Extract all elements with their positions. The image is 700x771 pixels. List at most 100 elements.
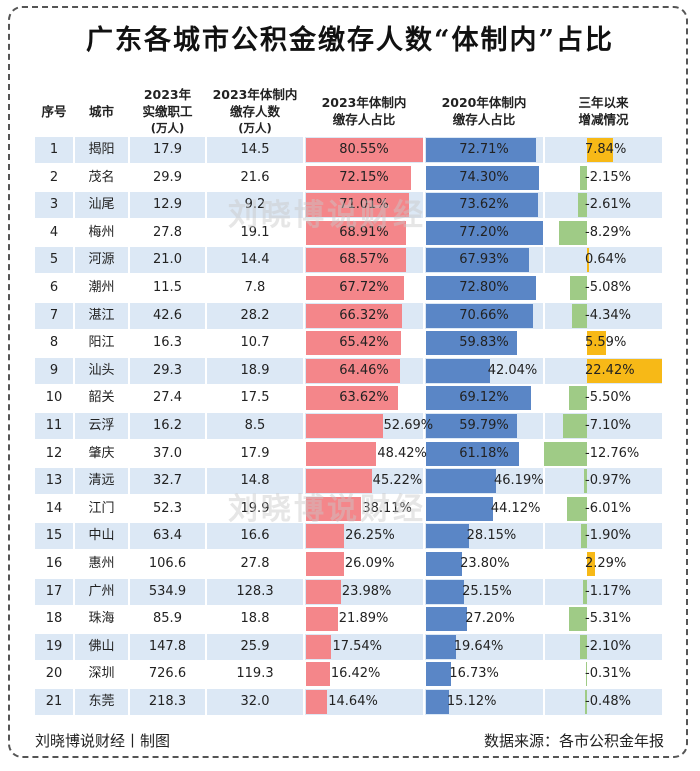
data-label-s23: 21.89% (338, 611, 389, 627)
bar-share2020 (426, 331, 517, 356)
cell-workers: 85.9 (153, 611, 182, 627)
bar-share2020 (426, 469, 496, 494)
data-label-s20: 77.20% (459, 224, 509, 240)
data-label-chg: -1.17% (585, 583, 631, 599)
header-workers-line1: 2023年 (143, 87, 192, 102)
table-row: 8 阳江 16.3 10.7 65.42% 59.83% 5.59% (35, 330, 662, 356)
data-label-s20: 61.18% (459, 445, 509, 461)
header-gov-line2: 缴存人数 (229, 104, 280, 119)
data-label-chg: -5.08% (585, 280, 631, 295)
bar-share2023 (306, 276, 405, 300)
table-row: 4 梅州 27.8 19.1 68.91% 77.20% -8.29% (35, 220, 662, 246)
bar-share2023 (306, 386, 399, 411)
data-label-chg: -2.10% (585, 638, 631, 654)
bar-share2023 (306, 331, 402, 356)
data-label-s23: 64.46% (339, 362, 389, 378)
bar-share2023 (306, 552, 344, 576)
table-row: 7 湛江 42.6 28.2 66.32% 70.66% -4.34% (35, 302, 662, 329)
bar-change-decrease (544, 441, 587, 466)
header-share2023: 2023年体制内 缴存人占比 (305, 94, 423, 128)
header-gov: 2023年体制内 缴存人数 (万人) (207, 86, 303, 137)
data-label-s20: 42.04% (487, 362, 538, 378)
cell-workers: 534.9 (130, 578, 205, 605)
bar-change-increase (587, 248, 590, 273)
data-label-s23: 52.69% (383, 418, 434, 433)
bar-share2023 (306, 690, 328, 714)
header-city: 城市 (88, 104, 114, 119)
table-row: 16 惠州 106.6 27.8 26.09% 23.80% 2.29% (35, 551, 662, 577)
header-workers-line2: 实缴职工 (142, 104, 193, 119)
table-row: 2 茂名 29.9 21.6 72.15% 74.30% -2.15% (35, 165, 662, 191)
cell-background (545, 689, 662, 715)
data-label-s23: 67.72% (339, 280, 389, 295)
bar-change-increase (587, 552, 595, 576)
bar-change-decrease (579, 165, 587, 190)
cell-city: 佛山 (75, 633, 128, 660)
bar-share2023 (306, 496, 362, 521)
bar-change-decrease (583, 579, 587, 604)
header-share2020-line2: 缴存人占比 (452, 112, 516, 127)
data-label-chg: -0.97% (585, 473, 631, 489)
table-row: 20 深圳 726.6 119.3 16.42% 16.73% -0.31% (35, 661, 662, 687)
bar-share2020 (426, 524, 469, 549)
cell-gov: 16.6 (207, 523, 303, 550)
cell-city: 东莞 (75, 689, 128, 715)
table-row: 18 珠海 85.9 18.8 21.89% 27.20% -5.31% (35, 606, 662, 632)
footer-credit: 刘晓博说财经丨制图 (35, 732, 171, 750)
header-gov-line1: 2023年体制内 (212, 87, 298, 102)
data-label-s23: 66.32% (339, 307, 389, 323)
cell-gov: 7.8 (244, 280, 266, 295)
cell-no: 19 (35, 633, 73, 660)
cell-workers: 106.6 (148, 556, 187, 571)
table-row: 21 东莞 218.3 32.0 14.64% 15.12% -0.48% (35, 689, 662, 715)
cell-no: 18 (45, 611, 63, 627)
bar-share2023 (306, 579, 341, 604)
data-label-s23: 26.09% (344, 556, 395, 571)
cell-workers: 52.3 (153, 500, 182, 516)
cell-city: 阳江 (88, 335, 115, 351)
bar-share2020 (426, 579, 465, 604)
data-label-chg: -4.34% (585, 307, 631, 323)
bar-share2020 (426, 358, 490, 383)
cell-gov: 19.1 (240, 224, 270, 240)
bar-share2020 (426, 165, 539, 190)
cell-no: 2 (49, 169, 59, 185)
bar-share2023 (306, 358, 400, 383)
bar-share2020 (426, 496, 493, 521)
header-no: 序号 (41, 104, 67, 119)
data-label-s20: 73.62% (459, 197, 509, 213)
chart-title: 广东各城市公积金缴存人数“体制内”占比 (85, 25, 615, 56)
cell-city: 云浮 (75, 413, 128, 439)
bar-share2023 (306, 220, 407, 245)
table-row: 1 揭阳 17.9 14.5 80.55% 72.71% 7.84% (35, 137, 662, 163)
cell-no: 11 (35, 413, 73, 439)
cell-no: 9 (35, 357, 73, 384)
cell-no: 7 (35, 302, 73, 329)
table-row: 17 广州 534.9 128.3 23.98% 25.15% -1.17% (35, 578, 662, 605)
data-label-s20: 59.79% (459, 418, 509, 433)
cell-city: 中山 (75, 523, 128, 550)
cell-gov: 27.8 (240, 556, 270, 571)
bar-change-increase (587, 358, 663, 383)
bar-share2023 (306, 662, 330, 687)
data-label-chg: -0.48% (585, 694, 631, 709)
header-change-line1: 三年以来 (578, 95, 629, 110)
cell-city: 茂名 (88, 169, 115, 185)
cell-no: 20 (45, 666, 63, 682)
cell-city: 广州 (75, 578, 128, 605)
data-label-s20: 72.71% (459, 142, 509, 157)
cell-city: 揭阳 (75, 137, 128, 163)
data-label-s23: 23.98% (341, 583, 392, 599)
cell-gov: 10.7 (240, 335, 270, 351)
data-label-chg: -5.31% (585, 611, 631, 627)
footer-source: 数据来源：各市公积金年报 (483, 732, 664, 750)
cell-workers: 32.7 (130, 468, 205, 495)
cell-gov: 119.3 (236, 666, 274, 682)
cell-no: 21 (35, 689, 73, 715)
data-label-s20: 23.80% (460, 556, 510, 571)
cell-no: 12 (45, 445, 63, 461)
data-label-s20: 72.80% (459, 280, 509, 295)
bar-share2020 (426, 607, 468, 632)
bar-change-decrease (572, 303, 587, 328)
table-row: 11 云浮 16.2 8.5 52.69% 59.79% -7.10% (35, 413, 662, 439)
